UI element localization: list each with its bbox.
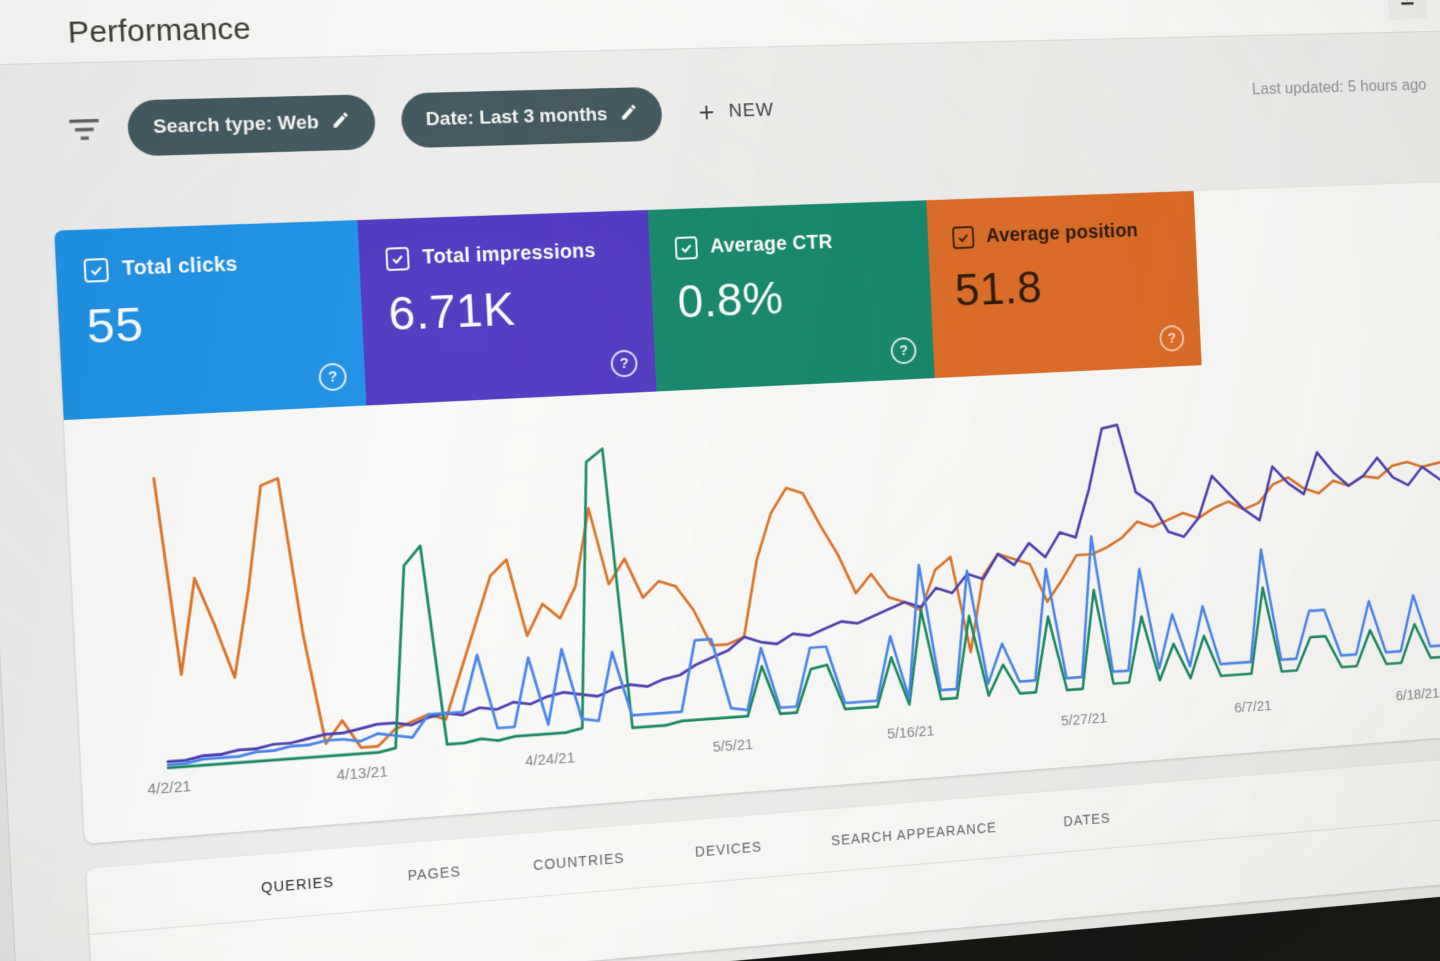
edit-icon [619, 102, 639, 128]
metric-value: 51.8 [953, 260, 1044, 316]
tab-dates[interactable]: DATES [1063, 809, 1111, 829]
metric-value: 55 [85, 296, 145, 354]
metric-label: Average position [985, 219, 1139, 247]
metric-value: 6.71K [387, 281, 517, 341]
last-updated-text: Last updated: 5 hours ago [1251, 75, 1427, 99]
average-position-tile[interactable]: Average position 51.8 ? [926, 190, 1202, 379]
total-clicks-tile[interactable]: Total clicks 55 ? [54, 220, 367, 421]
checked-checkbox-icon[interactable] [83, 257, 110, 283]
filter-bar: Search type: Web Date: Last 3 months + N… [0, 30, 1440, 200]
plus-icon: + [697, 96, 716, 128]
search-type-chip[interactable]: Search type: Web [126, 94, 377, 157]
export-button[interactable] [1387, 0, 1428, 20]
tab-countries[interactable]: COUNTRIES [532, 849, 625, 873]
x-tick-label: 4/2/21 [146, 777, 192, 799]
date-range-chip-label: Date: Last 3 months [425, 104, 608, 131]
help-icon[interactable]: ? [610, 349, 639, 378]
search-type-chip-label: Search type: Web [152, 111, 320, 139]
new-filter-label: NEW [728, 99, 775, 122]
performance-chart-card: Total clicks 55 ? Total impressions 6.71… [54, 179, 1440, 844]
tab-search-appearance[interactable]: SEARCH APPEARANCE [830, 818, 998, 848]
help-icon[interactable]: ? [318, 362, 348, 392]
tab-queries[interactable]: QUERIES [260, 872, 335, 896]
date-range-chip[interactable]: Date: Last 3 months [400, 86, 663, 149]
page-title: Performance [66, 11, 252, 50]
metric-value: 0.8% [676, 270, 785, 328]
checked-checkbox-icon[interactable] [674, 236, 699, 260]
new-filter-button[interactable]: + NEW [697, 96, 775, 128]
help-icon[interactable]: ? [1159, 324, 1185, 352]
metric-label: Average CTR [709, 231, 833, 258]
download-icon [1396, 0, 1418, 12]
metric-label: Total clicks [121, 253, 238, 281]
tab-devices[interactable]: DEVICES [694, 837, 763, 860]
tab-pages[interactable]: PAGES [407, 862, 462, 884]
edit-icon [330, 110, 351, 136]
total-impressions-tile[interactable]: Total impressions 6.71K ? [357, 210, 657, 406]
filter-list-icon[interactable] [68, 117, 101, 143]
help-icon[interactable]: ? [890, 336, 917, 365]
checked-checkbox-icon[interactable] [951, 225, 975, 250]
metric-label: Total impressions [421, 239, 597, 269]
chart-canvas [139, 360, 1440, 787]
checked-checkbox-icon[interactable] [385, 246, 410, 272]
average-ctr-tile[interactable]: Average CTR 0.8% ? [647, 200, 935, 392]
performance-line-chart: 4/2/21 4/13/21 4/24/21 5/5/21 5/16/21 5/27/21… [138, 349, 1440, 824]
